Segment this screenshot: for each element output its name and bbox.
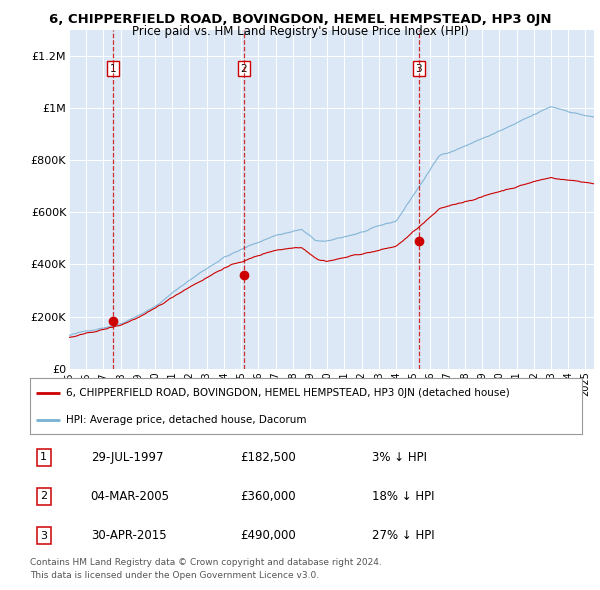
Text: 30-APR-2015: 30-APR-2015 <box>91 529 166 542</box>
Text: 2: 2 <box>40 491 47 502</box>
Text: HPI: Average price, detached house, Dacorum: HPI: Average price, detached house, Daco… <box>66 415 307 425</box>
Text: 1: 1 <box>40 453 47 463</box>
Text: £360,000: £360,000 <box>240 490 295 503</box>
Text: Contains HM Land Registry data © Crown copyright and database right 2024.: Contains HM Land Registry data © Crown c… <box>30 558 382 567</box>
Text: 6, CHIPPERFIELD ROAD, BOVINGDON, HEMEL HEMPSTEAD, HP3 0JN (detached house): 6, CHIPPERFIELD ROAD, BOVINGDON, HEMEL H… <box>66 388 509 398</box>
Text: £182,500: £182,500 <box>240 451 296 464</box>
Text: 04-MAR-2005: 04-MAR-2005 <box>91 490 170 503</box>
Text: 29-JUL-1997: 29-JUL-1997 <box>91 451 163 464</box>
Text: This data is licensed under the Open Government Licence v3.0.: This data is licensed under the Open Gov… <box>30 571 319 580</box>
Text: 3: 3 <box>416 64 422 74</box>
Text: 18% ↓ HPI: 18% ↓ HPI <box>372 490 435 503</box>
Text: 27% ↓ HPI: 27% ↓ HPI <box>372 529 435 542</box>
Text: £490,000: £490,000 <box>240 529 296 542</box>
Text: 2: 2 <box>241 64 247 74</box>
Text: 3% ↓ HPI: 3% ↓ HPI <box>372 451 427 464</box>
Text: 3: 3 <box>40 530 47 540</box>
Text: 6, CHIPPERFIELD ROAD, BOVINGDON, HEMEL HEMPSTEAD, HP3 0JN: 6, CHIPPERFIELD ROAD, BOVINGDON, HEMEL H… <box>49 13 551 26</box>
Text: Price paid vs. HM Land Registry's House Price Index (HPI): Price paid vs. HM Land Registry's House … <box>131 25 469 38</box>
Text: 1: 1 <box>110 64 116 74</box>
